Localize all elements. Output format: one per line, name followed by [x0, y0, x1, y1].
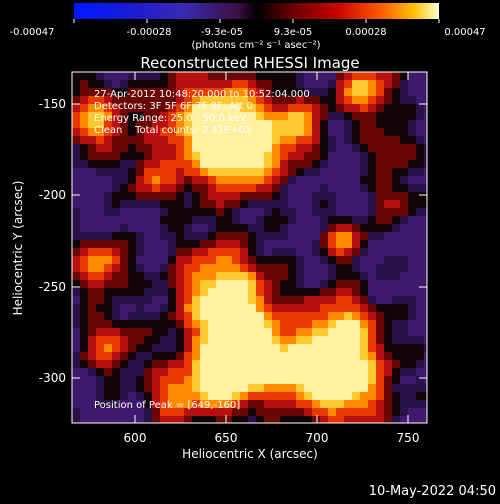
annotation-time-range: 27-Apr-2012 10:48:20.000 to 10:52:04.000 [94, 89, 310, 100]
colorbar-tick-label: 0.00047 [444, 27, 485, 38]
footer-date: 10-May-2022 04:50 [369, 484, 496, 499]
peak-position-label: Position of Peak = [649,-160] [94, 400, 240, 411]
colorbar-tick-label: -9.3e-05 [201, 27, 243, 38]
plot-frame [71, 71, 428, 424]
y-tick-label: -150 [39, 97, 66, 111]
annotation-detectors: Detectors: 3F 5F 6F 7F 8F, Att 0 [94, 101, 253, 112]
x-tick-label: 700 [306, 431, 329, 445]
colorbar-ticks [73, 19, 440, 23]
plot-title: Reconstructed RHESSI Image [140, 54, 359, 72]
colorbar-tick-label: -0.00028 [127, 27, 172, 38]
y-tick-label: -300 [39, 371, 66, 385]
annotation-clean-counts: Clean Total counts: 2.41E+03 [94, 125, 251, 136]
x-tick-label: 650 [215, 431, 238, 445]
rhessi-image [72, 72, 427, 423]
colorbar-units: (photons cm⁻² s⁻¹ asec⁻²) [191, 40, 320, 51]
x-tick-label: 750 [397, 431, 420, 445]
y-axis-ticks [72, 103, 427, 379]
colorbar-tick-label: 9.3e-05 [274, 27, 312, 38]
colorbar [74, 3, 439, 19]
x-axis-ticks [134, 72, 409, 423]
y-tick-label: -250 [39, 280, 66, 294]
annotation-energy-range: Energy Range: 25.0 - 50.0 keV [94, 113, 247, 124]
x-tick-label: 600 [124, 431, 147, 445]
colorbar-tick-label: -0.00047 [10, 27, 55, 38]
x-axis-label: Heliocentric X (arcsec) [182, 447, 318, 461]
y-tick-label: -200 [39, 188, 66, 202]
colorbar-tick-label: 0.00028 [345, 27, 386, 38]
y-axis-label: Heliocentric Y (arcsec) [11, 181, 25, 316]
